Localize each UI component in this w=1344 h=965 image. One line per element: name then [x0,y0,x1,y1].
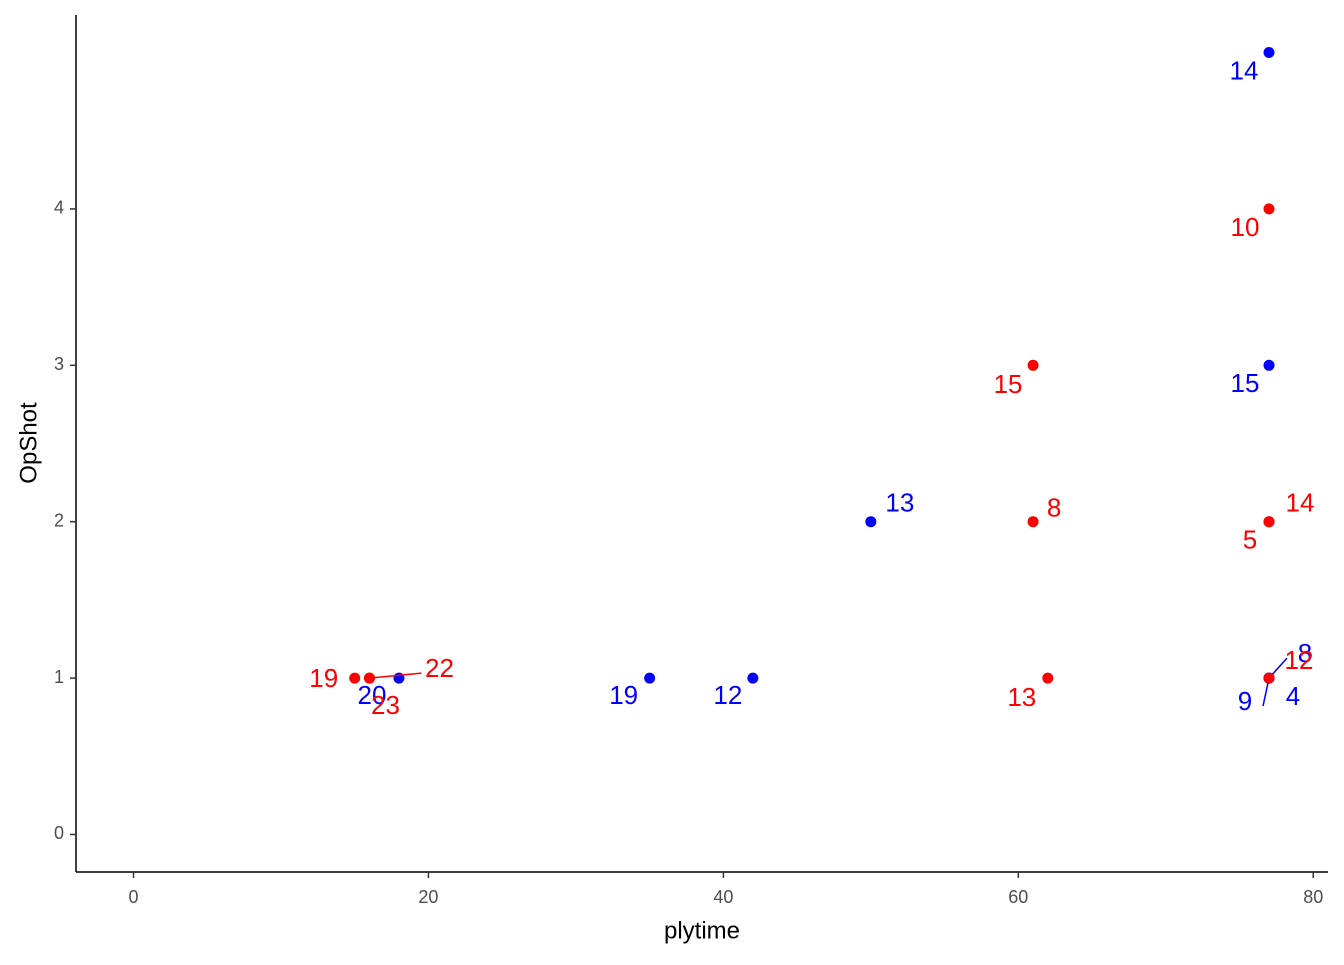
x-tick-label: 40 [713,887,733,907]
y-tick-label: 2 [54,510,64,530]
point-label: 9 [1238,686,1252,716]
point [644,672,656,684]
point [349,672,361,684]
y-tick-label: 0 [54,823,64,843]
point-label: 13 [1007,682,1036,712]
point [1263,203,1275,215]
point [1263,47,1275,59]
point-label: 22 [425,653,454,683]
point [1263,672,1275,684]
y-tick-label: 4 [54,198,64,218]
point-label: 10 [1231,212,1260,242]
point [363,672,375,684]
x-tick-label: 0 [129,887,139,907]
y-tick-label: 3 [54,354,64,374]
point-label: 19 [309,663,338,693]
point [1027,516,1039,528]
point [1027,359,1039,371]
point-label: 14 [1230,55,1259,85]
point-label: 8 [1047,493,1061,523]
y-axis-title: OpShot [15,402,42,484]
point-label: 13 [885,488,914,518]
point-label: 8 [1298,638,1312,668]
point-label: 4 [1286,681,1300,711]
point-label: 5 [1243,525,1257,555]
point-label: 14 [1286,488,1315,518]
point [1042,672,1054,684]
point-label: 15 [1231,368,1260,398]
point [1263,516,1275,528]
label-segment [369,672,422,679]
point-label: 20 [357,680,386,710]
x-axis-title: plytime [664,917,740,944]
point-label: 23 [371,690,400,720]
point-label: 12 [1285,645,1314,675]
point-label: 12 [713,680,742,710]
y-tick-label: 1 [54,667,64,687]
point [1263,359,1275,371]
point-label: 19 [609,680,638,710]
x-tick-label: 20 [418,887,438,907]
point [865,516,877,528]
point [747,672,759,684]
x-tick-label: 80 [1303,887,1323,907]
x-tick-label: 60 [1008,887,1028,907]
point-label: 15 [994,369,1023,399]
